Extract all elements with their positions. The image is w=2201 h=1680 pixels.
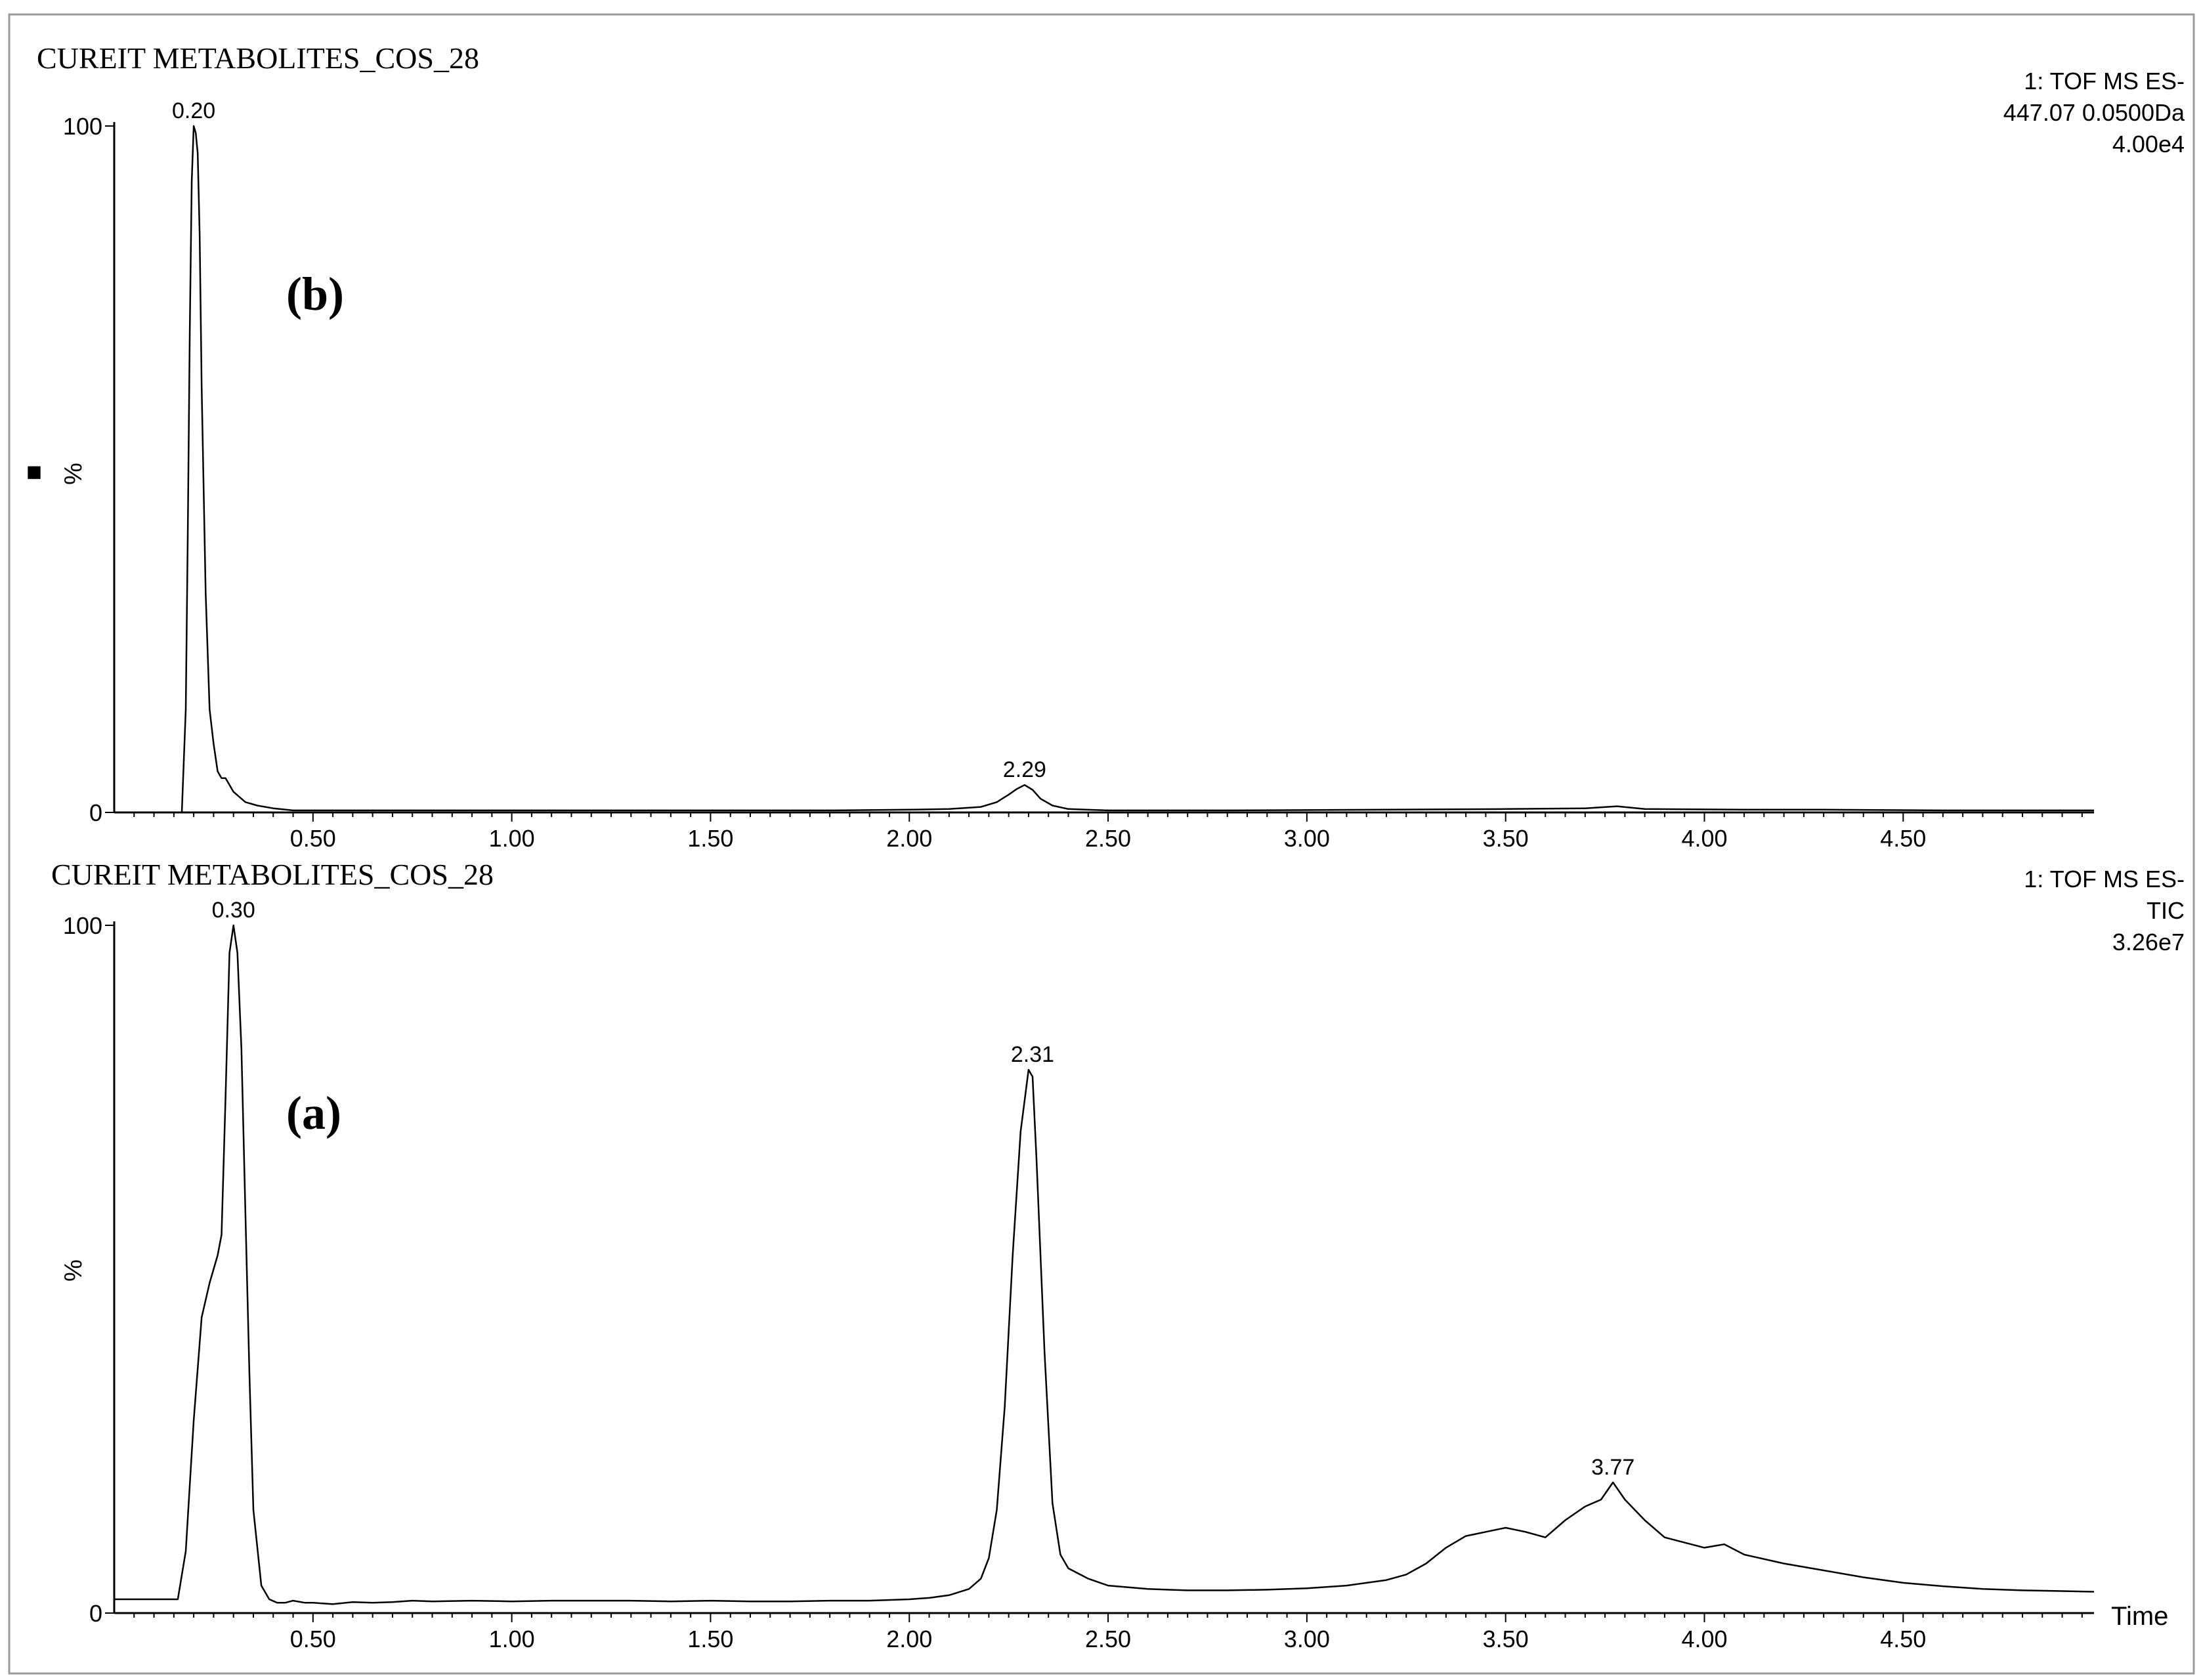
bottom-chart-title: CUREIT METABOLITES_COS_28 <box>51 858 494 891</box>
bottom-y-tick-label: 0 <box>89 1600 102 1627</box>
bottom-x-tick-label: 1.50 <box>687 1626 733 1652</box>
bottom-info-line-2: TIC <box>2147 897 2185 924</box>
bottom-y-tick-label: 100 <box>63 912 102 939</box>
bottom-info-line-1: 1: TOF MS ES- <box>2024 866 2185 892</box>
bottom-x-tick-label: 3.00 <box>1284 1626 1330 1652</box>
top-peak-label: 2.29 <box>1003 757 1046 782</box>
bottom-x-axis-label: Time <box>2111 1602 2168 1631</box>
top-x-tick-label: 2.00 <box>886 825 932 852</box>
bottom-x-tick-label: 1.00 <box>489 1626 535 1652</box>
top-x-tick-label: 1.00 <box>489 825 535 852</box>
top-chart-title: CUREIT METABOLITES_COS_28 <box>37 41 479 75</box>
bottom-panel-label: (a) <box>286 1087 341 1139</box>
top-info-line-2: 447.07 0.0500Da <box>2003 99 2185 126</box>
top-x-tick-label: 4.00 <box>1681 825 1727 852</box>
bottom-x-tick-label: 4.50 <box>1880 1626 1926 1652</box>
top-panel-label: (b) <box>286 268 344 320</box>
bottom-x-tick-label: 3.50 <box>1483 1626 1529 1652</box>
top-peak-label: 0.20 <box>172 98 215 123</box>
top-y-tick-label: 100 <box>63 113 102 140</box>
top-y-tick-label: 0 <box>89 799 102 826</box>
bottom-peak-label: 3.77 <box>1591 1455 1635 1480</box>
bottom-x-tick-label: 0.50 <box>290 1626 336 1652</box>
legend-marker: ■ <box>26 457 42 486</box>
top-info-line-1: 1: TOF MS ES- <box>2024 68 2185 94</box>
bottom-peak-label: 0.30 <box>212 898 255 923</box>
bottom-info-line-3: 3.26e7 <box>2112 929 2185 956</box>
bottom-x-tick-label: 2.00 <box>886 1626 932 1652</box>
bottom-series-line <box>114 924 2095 1605</box>
bottom-x-tick-label: 4.00 <box>1681 1626 1727 1652</box>
top-x-tick-label: 0.50 <box>290 825 336 852</box>
top-x-tick-label: 3.50 <box>1483 825 1529 852</box>
top-x-tick-label: 4.50 <box>1880 825 1926 852</box>
top-x-tick-label: 2.50 <box>1085 825 1131 852</box>
bottom-x-tick-label: 2.50 <box>1085 1626 1131 1652</box>
top-x-tick-label: 1.50 <box>687 825 733 852</box>
top-y-axis-label: % <box>60 463 87 485</box>
figure-border <box>8 13 2195 1675</box>
bottom-peak-label: 2.31 <box>1011 1042 1054 1067</box>
top-series-line <box>114 125 2094 814</box>
bottom-y-axis-label: % <box>60 1259 87 1282</box>
top-x-tick-label: 3.00 <box>1284 825 1330 852</box>
top-info-line-3: 4.00e4 <box>2112 131 2185 158</box>
plot-layer: 0.50 1.00 1.50 2.00 2.50 3.00 3.50 4.00 4.50 0 100… <box>63 98 2095 1652</box>
